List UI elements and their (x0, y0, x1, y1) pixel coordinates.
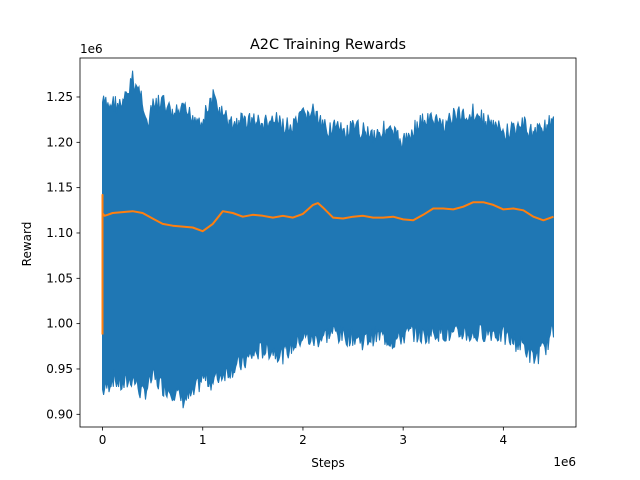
x-offset-label: 1e6 (553, 455, 576, 469)
plot-area (101, 70, 554, 409)
y-axis-ticks: 0.90 0.95 1.00 1.05 1.10 1.15 1.20 1.25 (46, 90, 80, 421)
x-tick-label: 3 (399, 433, 407, 447)
y-offset-label: 1e6 (80, 42, 103, 56)
reward-series-band (102, 70, 554, 409)
y-tick-label: 1.15 (46, 181, 73, 195)
moving-average-line (101, 193, 554, 335)
y-tick-label: 1.00 (46, 317, 73, 331)
y-tick-label: 1.05 (46, 271, 73, 285)
y-axis-label: Reward (20, 222, 34, 267)
y-tick-label: 1.10 (46, 226, 73, 240)
y-tick-label: 0.95 (46, 362, 73, 376)
y-tick-label: 1.25 (46, 90, 73, 104)
y-tick-label: 1.20 (46, 135, 73, 149)
x-tick-label: 4 (500, 433, 508, 447)
x-tick-label: 0 (99, 433, 107, 447)
x-axis-ticks: 0 1 2 3 4 (99, 427, 507, 447)
x-tick-label: 1 (199, 433, 207, 447)
x-tick-label: 2 (299, 433, 307, 447)
x-axis-label: Steps (311, 456, 345, 470)
axes-frame (79, 57, 577, 428)
chart-title: A2C Training Rewards (250, 37, 406, 53)
y-tick-label: 0.90 (46, 407, 73, 421)
